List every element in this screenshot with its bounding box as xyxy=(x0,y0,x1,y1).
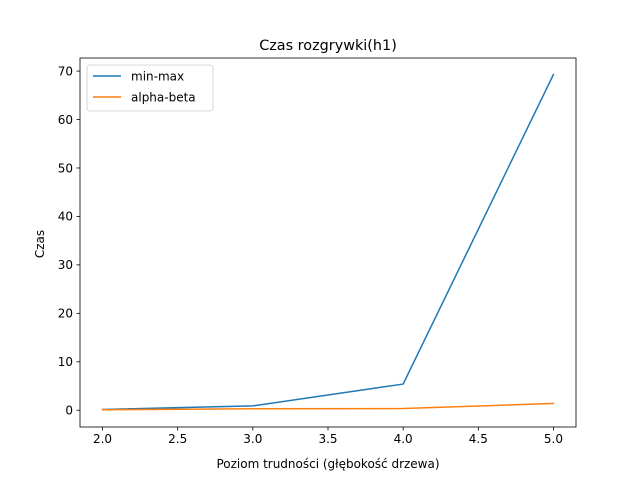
y-tick-label: 50 xyxy=(58,161,73,175)
series-line-alpha-beta xyxy=(101,402,555,411)
y-tick-label: 60 xyxy=(58,113,73,127)
x-tick-label: 5.0 xyxy=(544,432,563,446)
series-line-min-max xyxy=(101,73,555,411)
plot-area: 2.0 2.5 3.0 3.5 4.0 4.5 5.0 0 10 20 30 40 50 60 70 xyxy=(58,57,577,446)
y-tick-label: 30 xyxy=(58,258,73,272)
y-tick-label: 0 xyxy=(65,404,73,418)
x-tick-label: 4.5 xyxy=(469,432,488,446)
y-tick-label: 20 xyxy=(58,307,73,321)
axes-frame xyxy=(79,57,577,428)
x-tick-label: 2.0 xyxy=(93,432,112,446)
legend: min-max alpha-beta xyxy=(86,64,214,112)
y-tick-label: 70 xyxy=(58,64,73,78)
x-tick-label: 3.5 xyxy=(318,432,337,446)
x-axis-label: Poziom trudności (głębokość drzewa) xyxy=(216,457,439,471)
y-tick-label: 10 xyxy=(58,355,73,369)
legend-label-alpha-beta: alpha-beta xyxy=(131,90,196,104)
x-tick-label: 4.0 xyxy=(394,432,413,446)
x-tick-label: 3.0 xyxy=(243,432,262,446)
chart-title: Czas rozgrywki(h1) xyxy=(259,38,397,54)
x-tick-label: 2.5 xyxy=(168,432,187,446)
y-tick-label: 40 xyxy=(58,210,73,224)
legend-label-min-max: min-max xyxy=(131,69,184,83)
y-axis-label: Czas xyxy=(33,230,47,258)
